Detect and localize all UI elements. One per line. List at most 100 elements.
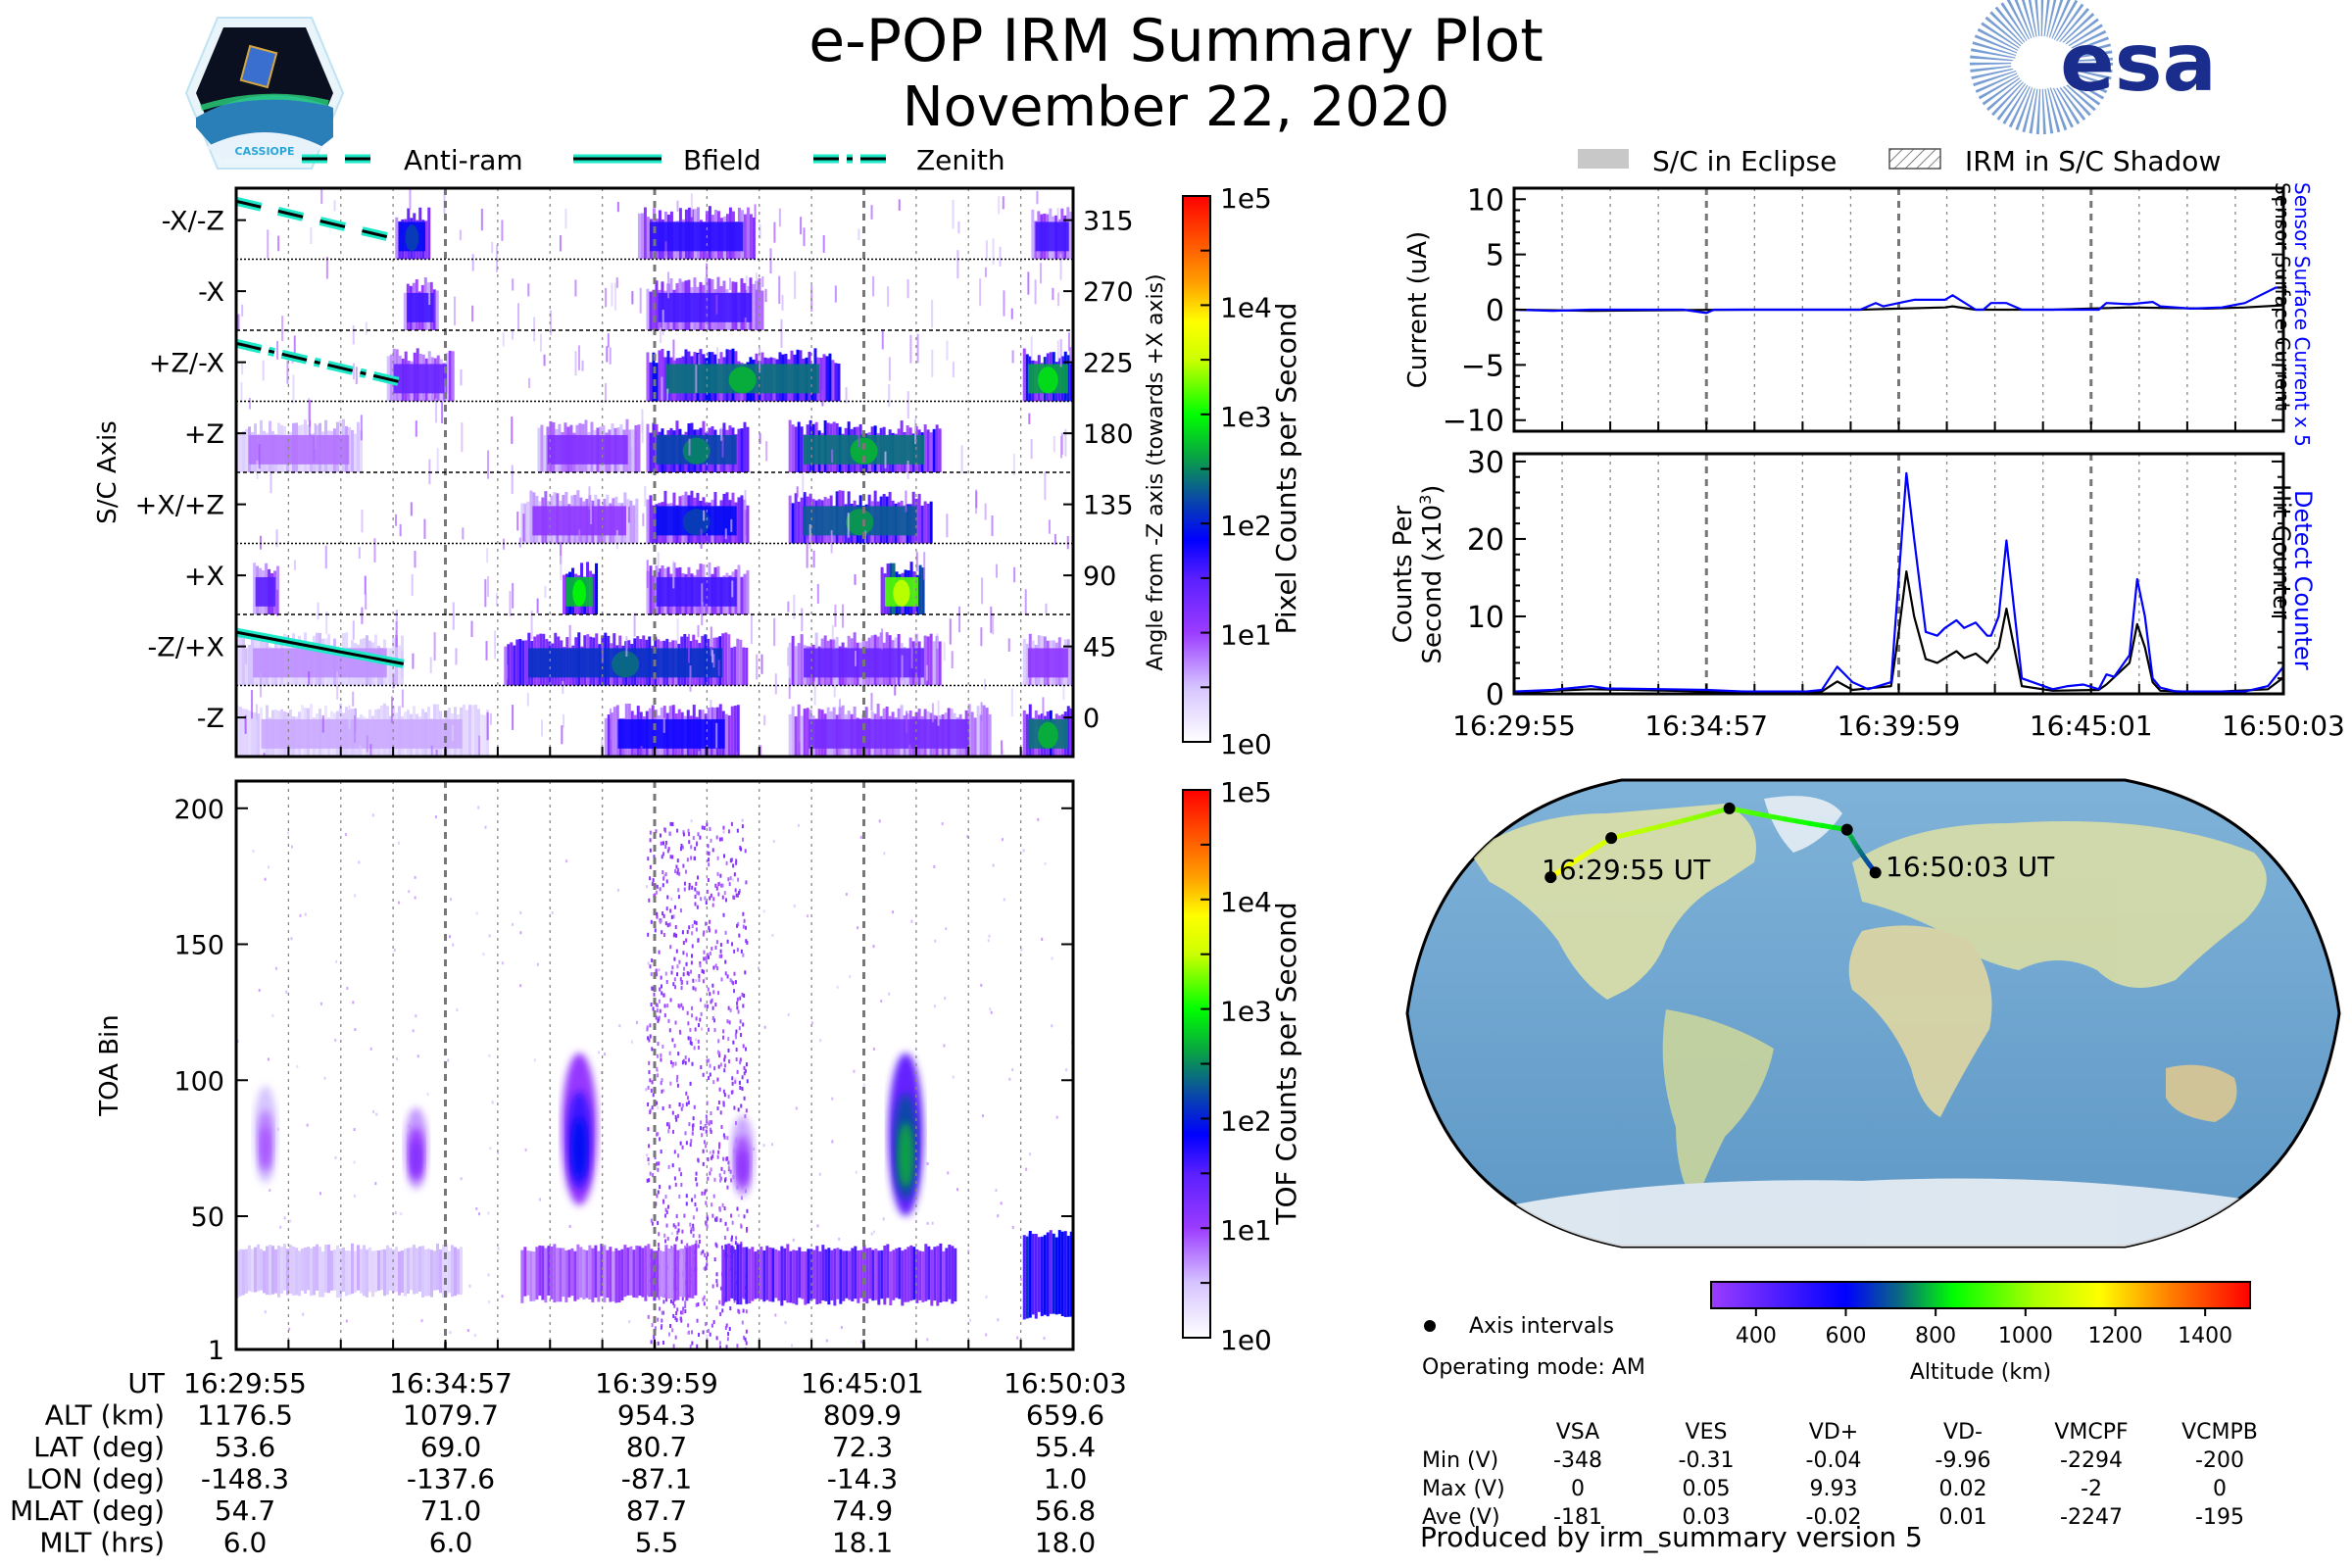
heatmap-speckle xyxy=(428,292,431,306)
heatmap-cell xyxy=(800,715,804,757)
toa-band-cell xyxy=(389,1248,392,1291)
heatmap-speckle xyxy=(854,574,857,585)
heatmap-speckle xyxy=(561,725,564,745)
toa-band-cell xyxy=(547,1246,551,1296)
heatmap-speckle xyxy=(588,496,591,511)
heatmap-cell xyxy=(242,709,245,757)
noise-speckle xyxy=(980,983,983,987)
voltage-header: VES xyxy=(1686,1420,1728,1445)
toa-band-cell xyxy=(600,1244,604,1297)
noise-speckle xyxy=(673,1303,676,1308)
heatmap-cell xyxy=(649,432,653,472)
noise-speckle xyxy=(669,945,672,950)
toa-band-cell xyxy=(667,1249,671,1299)
noise-speckle xyxy=(477,806,480,809)
toa-band-cell xyxy=(865,1248,869,1303)
noise-speckle xyxy=(538,1198,541,1201)
noise-speckle xyxy=(711,903,714,907)
heatmap-speckle xyxy=(611,282,613,307)
heatmap-speckle xyxy=(672,339,675,365)
toa-band-cell xyxy=(363,1245,366,1297)
toa-band-cell xyxy=(274,1249,277,1294)
noise-speckle xyxy=(736,923,739,928)
noise-speckle xyxy=(680,1106,683,1111)
noise-speckle xyxy=(711,1284,714,1289)
noise-speckle xyxy=(691,954,694,958)
heatmap-cell xyxy=(1031,209,1035,260)
noise-speckle xyxy=(686,1096,689,1101)
ephemeris-cell: 16:50:03 xyxy=(1004,1367,1127,1399)
noise-speckle xyxy=(681,930,684,935)
direction-line-core xyxy=(236,341,405,385)
noise-speckle xyxy=(491,1101,494,1104)
noise-speckle xyxy=(707,953,710,957)
toa-blob-core xyxy=(898,1122,914,1188)
heatmap-cell xyxy=(451,351,455,402)
angle-tick-label: 0 xyxy=(1083,704,1100,734)
heatmap-speckle xyxy=(511,328,514,340)
noise-speckle xyxy=(694,846,697,851)
ephemeris-cell: 74.9 xyxy=(832,1494,893,1527)
noise-speckle xyxy=(741,993,744,998)
toa-blob-core xyxy=(737,1150,749,1184)
noise-speckle xyxy=(696,905,699,909)
noise-speckle xyxy=(816,1224,819,1228)
toa-band-cell xyxy=(1049,1230,1053,1314)
toa-band-cell xyxy=(582,1250,586,1300)
noise-speckle xyxy=(702,969,705,974)
heatmap-speckle xyxy=(1042,697,1045,720)
noise-speckle xyxy=(662,911,664,916)
heatmap-core xyxy=(248,434,350,465)
noise-speckle xyxy=(737,921,740,926)
noise-speckle xyxy=(715,1305,718,1310)
page-date: November 22, 2020 xyxy=(903,75,1450,139)
heatmap-cell xyxy=(360,430,363,472)
noise-speckle xyxy=(699,1017,702,1022)
cassiope-logo: CASSIOPE xyxy=(184,17,345,170)
heatmap-cell xyxy=(245,428,248,472)
heatmap-cell xyxy=(251,632,254,686)
heatmap-speckle xyxy=(715,722,718,749)
heatmap-speckle xyxy=(399,523,402,537)
toa-band-cell xyxy=(266,1246,269,1296)
toa-band-cell xyxy=(245,1249,248,1294)
heatmap-speckle xyxy=(501,220,504,241)
noise-speckle xyxy=(706,822,709,827)
toa-band-cell xyxy=(670,1248,674,1299)
noise-speckle xyxy=(662,883,664,888)
noise-speckle xyxy=(888,992,891,996)
noise-speckle xyxy=(722,1102,725,1106)
noise-speckle xyxy=(653,1335,656,1340)
noise-speckle xyxy=(742,924,745,929)
toa-band-cell xyxy=(854,1246,858,1299)
heatmap-cell xyxy=(1069,212,1073,260)
noise-speckle xyxy=(710,1110,712,1115)
heatmap-speckle xyxy=(320,188,323,204)
heatmap-cell xyxy=(637,213,641,260)
heatmap-speckle xyxy=(364,575,367,595)
noise-speckle xyxy=(745,939,748,944)
heatmap-speckle xyxy=(990,606,993,633)
noise-speckle xyxy=(684,1304,687,1309)
toa-band-cell xyxy=(398,1250,401,1296)
noise-speckle xyxy=(676,1230,679,1235)
toa-band-cell xyxy=(629,1246,633,1296)
noise-speckle xyxy=(688,886,691,891)
noise-speckle xyxy=(691,1013,694,1018)
noise-speckle xyxy=(681,1145,684,1150)
noise-speckle xyxy=(709,1332,711,1337)
toa-band-cell xyxy=(815,1246,819,1304)
noise-speckle xyxy=(1000,1201,1003,1205)
heatmap-speckle xyxy=(348,705,351,729)
counts-ylabel-line1: Counts Per xyxy=(1389,505,1418,643)
heatmap-cell xyxy=(632,505,636,544)
noise-speckle xyxy=(650,972,653,977)
heatmap-cell xyxy=(737,497,741,544)
ephemeris-cell: 54.7 xyxy=(215,1494,275,1527)
y-tick-label: 5 xyxy=(1486,239,1504,273)
noise-speckle xyxy=(740,1241,743,1246)
noise-speckle xyxy=(656,1054,659,1058)
noise-speckle xyxy=(519,910,522,914)
heatmap-cell xyxy=(970,711,974,757)
noise-speckle xyxy=(651,882,654,887)
